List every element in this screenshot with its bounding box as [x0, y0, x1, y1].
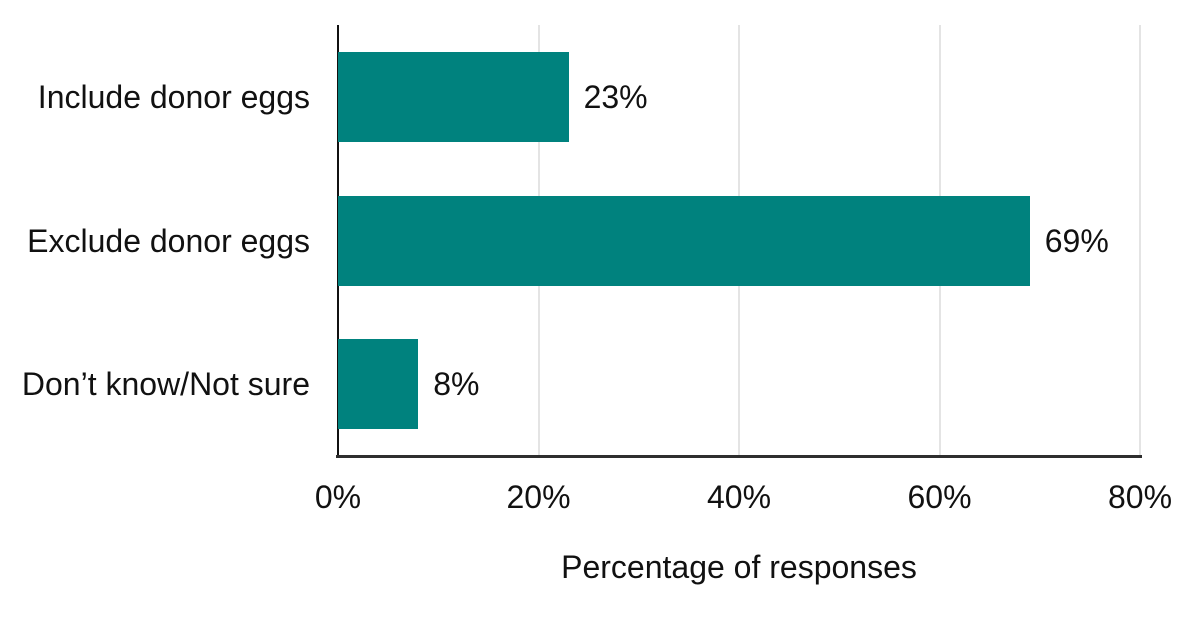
bar-exclude-donor-eggs — [338, 195, 1030, 286]
category-label-don-t-know-not-sure: Don’t know/Not sure — [21, 366, 310, 403]
value-label-don-t-know-not-sure: 8% — [433, 366, 480, 403]
x-axis-title: Percentage of responses — [561, 549, 917, 585]
value-label-include-donor-eggs: 23% — [583, 78, 648, 115]
bar-include-donor-eggs — [338, 51, 569, 142]
bar-don-t-know-not-sure — [338, 339, 419, 430]
x-axis-line — [336, 455, 1142, 458]
category-label-include-donor-eggs: Include donor eggs — [37, 78, 310, 115]
x-tick-label-80%: 80% — [1107, 479, 1173, 515]
x-tick-label-20%: 20% — [506, 479, 571, 515]
x-tick-label-0%: 0% — [314, 479, 362, 515]
x-tick-label-60%: 60% — [907, 479, 972, 515]
category-label-exclude-donor-eggs: Exclude donor eggs — [27, 222, 310, 259]
gridline-80% — [1139, 25, 1141, 456]
x-tick-label-40%: 40% — [706, 479, 772, 515]
value-label-exclude-donor-eggs: 69% — [1044, 222, 1109, 259]
